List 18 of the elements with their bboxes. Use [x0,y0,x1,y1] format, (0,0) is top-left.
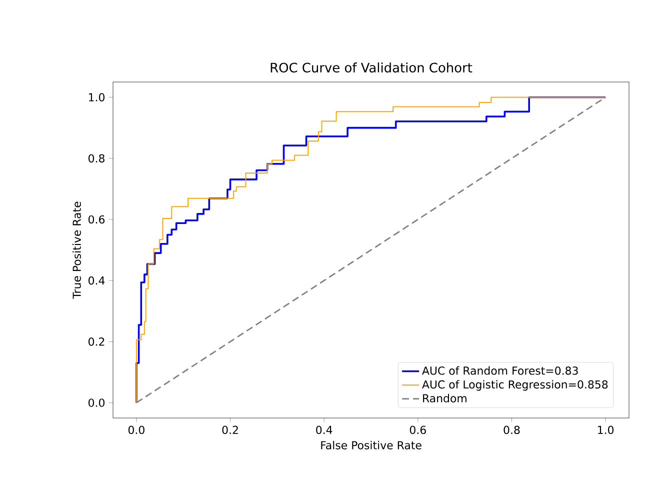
y-tick-label: 0.6 [88,215,105,224]
y-tick-label: 1.0 [89,93,104,102]
x-axis-title: False Positive Rate [321,440,422,450]
legend-label: AUC of Random Forest=0.83 [422,366,578,375]
legend-label: Random [423,394,466,402]
legend-label: AUC of Logistic Regression=0.858 [422,380,608,391]
y-tick-label: 0.2 [88,338,104,346]
y-axis-title: True Positive Rate [72,202,81,299]
x-tick-label: 0.6 [410,426,426,434]
x-tick-label: 1.0 [598,426,614,434]
x-tick-label: 0.8 [504,426,520,434]
x-tick-label: 0.0 [128,426,144,434]
y-tick-label: 0.8 [88,154,104,163]
y-tick-label: 0.0 [88,398,104,407]
chart-title: ROC Curve of Validation Cohort [270,62,472,73]
x-tick-label: 0.4 [316,426,332,434]
x-tick-label: 0.2 [222,426,238,434]
y-tick-label: 0.4 [88,276,105,285]
